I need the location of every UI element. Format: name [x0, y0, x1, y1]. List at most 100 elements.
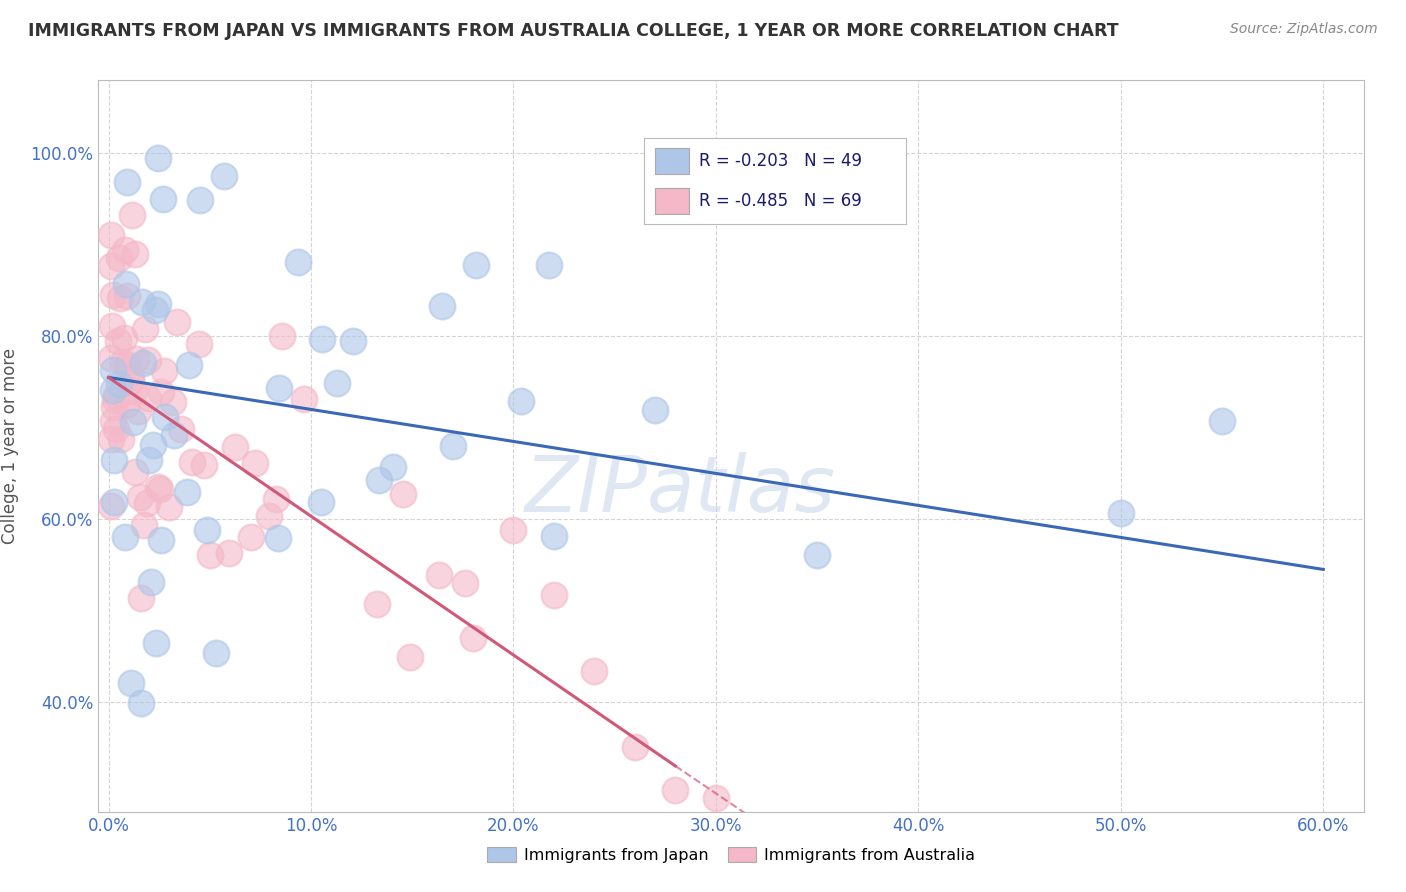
Point	[198, 548, 221, 562]
Point	[146, 297, 169, 311]
Point	[114, 243, 136, 257]
Text: IMMIGRANTS FROM JAPAN VS IMMIGRANTS FROM AUSTRALIA COLLEGE, 1 YEAR OR MORE CORRE: IMMIGRANTS FROM JAPAN VS IMMIGRANTS FROM…	[28, 22, 1119, 40]
Point	[180, 455, 202, 469]
Point	[110, 432, 132, 446]
Point	[1109, 507, 1132, 521]
Point	[454, 575, 477, 590]
Y-axis label: College, 1 year or more: College, 1 year or more	[1, 348, 20, 544]
Point	[100, 432, 122, 446]
Text: Source: ZipAtlas.com: Source: ZipAtlas.com	[1230, 22, 1378, 37]
Point	[100, 351, 122, 365]
Point	[188, 194, 211, 208]
Point	[103, 362, 125, 376]
Point	[392, 487, 415, 501]
Point	[101, 414, 124, 428]
Point	[122, 384, 145, 398]
Point	[127, 404, 149, 418]
Point	[112, 331, 135, 345]
Point	[153, 364, 176, 378]
Point	[271, 329, 294, 343]
Point	[136, 391, 159, 405]
Point	[1211, 414, 1233, 428]
Point	[120, 676, 142, 690]
Point	[149, 482, 172, 496]
Point	[138, 453, 160, 467]
Point	[441, 439, 464, 453]
Point	[145, 636, 167, 650]
Point	[129, 490, 152, 504]
Point	[264, 491, 287, 506]
Point	[427, 568, 450, 582]
Point	[461, 631, 484, 645]
Point	[644, 402, 666, 417]
Point	[100, 259, 122, 273]
Point	[103, 453, 125, 467]
Point	[121, 208, 143, 222]
Point	[806, 548, 828, 562]
Point	[121, 374, 143, 388]
Point	[193, 458, 215, 472]
Point	[218, 546, 240, 560]
Point	[146, 152, 169, 166]
Point	[188, 336, 211, 351]
Point	[105, 389, 128, 403]
Point	[142, 438, 165, 452]
Point	[342, 334, 364, 348]
Text: R = -0.485   N = 69: R = -0.485 N = 69	[699, 192, 862, 210]
Point	[146, 480, 169, 494]
Point	[287, 254, 309, 268]
Point	[309, 495, 332, 509]
Point	[162, 395, 184, 409]
Point	[326, 376, 349, 391]
Point	[129, 591, 152, 605]
Point	[115, 358, 138, 372]
Point	[129, 696, 152, 710]
Point	[115, 397, 138, 411]
Point	[398, 650, 420, 665]
Point	[125, 352, 148, 367]
Point	[366, 597, 388, 611]
Point	[135, 496, 157, 510]
Point	[176, 484, 198, 499]
Point	[115, 289, 138, 303]
Point	[267, 380, 290, 394]
Point	[103, 392, 125, 407]
Point	[107, 251, 129, 265]
Point	[114, 530, 136, 544]
Legend: Immigrants from Japan, Immigrants from Australia: Immigrants from Japan, Immigrants from A…	[481, 840, 981, 870]
Point	[101, 383, 124, 397]
Point	[132, 518, 155, 533]
Point	[153, 409, 176, 424]
Text: R = -0.203   N = 49: R = -0.203 N = 49	[699, 153, 862, 170]
Point	[141, 575, 163, 590]
Point	[100, 227, 122, 242]
Point	[204, 646, 226, 660]
Point	[543, 528, 565, 542]
Point	[100, 499, 122, 513]
Point	[311, 332, 333, 346]
Point	[115, 175, 138, 189]
Point	[112, 355, 135, 369]
Point	[195, 524, 218, 538]
Point	[292, 392, 315, 407]
Point	[124, 246, 146, 260]
Point	[162, 427, 184, 442]
Point	[212, 169, 235, 184]
Point	[259, 508, 281, 523]
Point	[510, 393, 533, 408]
Point	[664, 782, 686, 797]
Point	[114, 277, 136, 292]
Point	[131, 356, 153, 370]
Point	[104, 421, 127, 435]
Text: ZIPatlas: ZIPatlas	[524, 452, 837, 528]
Point	[149, 384, 172, 399]
Point	[143, 303, 166, 318]
Point	[543, 588, 565, 602]
Point	[136, 353, 159, 368]
Point	[152, 193, 174, 207]
Point	[150, 533, 173, 547]
Point	[245, 456, 267, 470]
Point	[107, 334, 129, 348]
Point	[103, 495, 125, 509]
Point	[224, 440, 246, 454]
